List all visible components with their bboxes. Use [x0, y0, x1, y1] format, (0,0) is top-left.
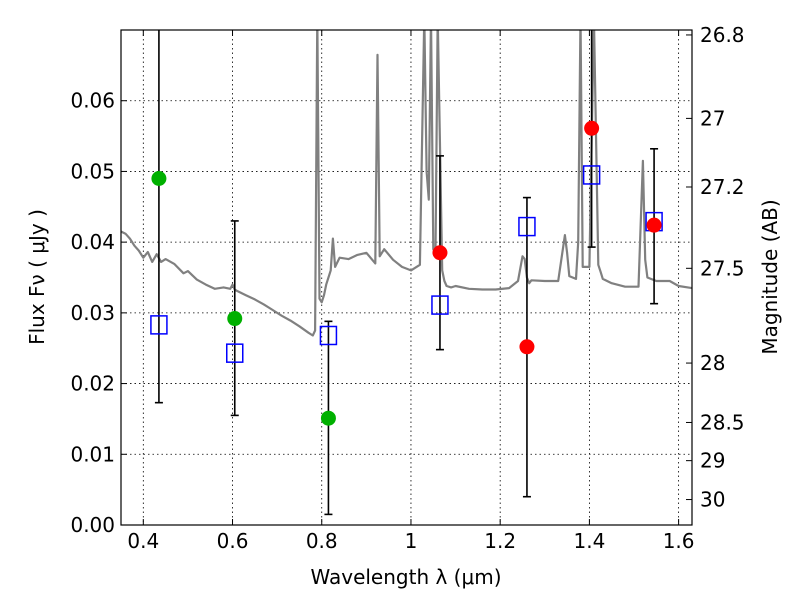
model-point-square	[431, 295, 449, 315]
grid	[121, 30, 692, 525]
right-tick-label: 26.8	[700, 23, 745, 47]
y-tick-label: 0.00	[70, 513, 115, 537]
x-tick-label: 0.8	[306, 529, 338, 553]
right-tick-label: 27	[700, 106, 725, 130]
x-tick-label: 0.4	[127, 529, 159, 553]
right-tick-label: 29	[700, 449, 725, 473]
right-tick-label: 27.2	[700, 175, 745, 199]
plot-background	[121, 30, 692, 525]
model-point-square	[319, 325, 338, 346]
model-point-square	[518, 216, 536, 237]
data-point-green	[227, 311, 243, 327]
right-tick-label: 28	[700, 351, 725, 375]
data-point-red	[519, 339, 535, 355]
y-axis-label: Flux Fν ( μJy )	[25, 209, 49, 345]
y-tick-label: 0.02	[70, 372, 115, 396]
data-point-red	[432, 245, 448, 261]
y-tick-label: 0.01	[70, 442, 115, 466]
plot-frame	[120, 29, 693, 526]
y-tick-label: 0.05	[70, 159, 115, 183]
model-point-square	[150, 315, 168, 335]
right-tick-label: 27.5	[700, 256, 745, 280]
data-area	[121, 30, 692, 516]
x-tick-label: 1.6	[663, 529, 695, 553]
y-tick-label: 0.04	[70, 230, 115, 254]
spectrum-line	[121, 30, 692, 337]
data-point-green	[320, 410, 336, 426]
x-tick-label: 0.6	[217, 529, 249, 553]
ticks: 0.4 0.6 0.8 1 1.2 1.4 1.6 0.00 0.01 0.02 0.03 0.04 0…	[70, 23, 744, 553]
x-axis-label: Wavelength λ (μm)	[310, 565, 501, 589]
model-point-square	[226, 343, 244, 363]
y-tick-label: 0.06	[70, 89, 115, 113]
right-axis-label: Magnitude (AB)	[758, 199, 782, 354]
x-tick-label: 1	[405, 529, 418, 553]
x-tick-label: 1.4	[573, 529, 605, 553]
y-tick-label: 0.03	[70, 301, 115, 325]
model-point-square	[582, 165, 601, 185]
x-tick-label: 1.2	[484, 529, 516, 553]
right-tick-label: 28.5	[700, 410, 745, 434]
right-tick-label: 30	[700, 488, 725, 512]
data-point-red	[584, 120, 600, 136]
data-point-green	[151, 171, 167, 186]
data-point-red	[646, 217, 662, 233]
